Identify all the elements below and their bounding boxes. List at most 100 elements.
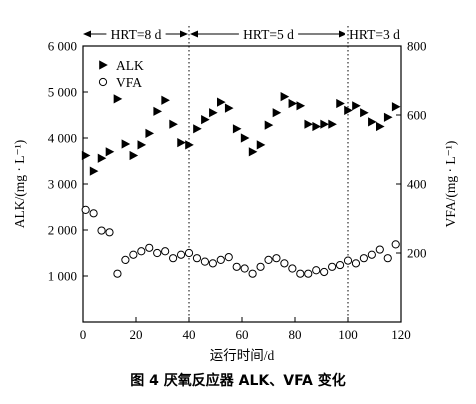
vfa-point (153, 248, 162, 258)
phase-label-bg (106, 24, 166, 42)
alk-point (145, 128, 155, 138)
alk-point (129, 150, 139, 161)
alk-point (121, 139, 131, 149)
vfa-point (304, 269, 313, 278)
phase-label: HRT=3 d (349, 27, 400, 42)
vfa-point (320, 267, 329, 277)
vfa-point (383, 254, 392, 263)
alk-point (320, 119, 329, 129)
y-left-tick-label: 3 000 (48, 177, 77, 192)
alk-point (264, 120, 274, 130)
vfa-point (343, 256, 353, 265)
legend-vfa-marker (98, 77, 108, 87)
vfa-point (240, 264, 249, 273)
vfa-point (81, 205, 90, 214)
x-tick-label: 60 (236, 327, 249, 342)
vfa-point (224, 253, 233, 262)
alk-point (224, 103, 234, 113)
x-tick-label: 0 (80, 327, 87, 342)
hrt-phase-band: HRT=8 d HRT=5 d HRT=3 d (83, 24, 405, 322)
alk-point (137, 140, 147, 150)
vfa-point (359, 254, 368, 263)
alk-point (169, 119, 178, 129)
vfa-point (184, 248, 194, 258)
alk-point (360, 108, 369, 118)
legend-vfa-label: VFA (116, 75, 142, 90)
y-left-tick-label: 4 000 (48, 131, 77, 146)
x-axis-title: 运行时间/d (210, 348, 275, 363)
y-right-axis-title: VFA/(mg · L⁻¹) (443, 141, 458, 228)
vfa-point (288, 264, 297, 273)
alk-point (376, 121, 385, 132)
vfa-point (176, 250, 186, 259)
alk-point (256, 140, 266, 150)
y-left-tick-label: 5 000 (48, 85, 77, 100)
alk-point (288, 98, 298, 109)
legend-alk-label: ALK (116, 58, 144, 73)
alk-point (368, 117, 377, 127)
vfa-point (272, 254, 281, 263)
alk-point (328, 119, 337, 129)
x-tick-label: 20 (130, 327, 143, 342)
vfa-point (391, 240, 400, 249)
vfa-point (113, 269, 122, 278)
vfa-point (192, 254, 202, 263)
x-tick-label: 40 (183, 327, 196, 342)
alk-point (105, 147, 115, 157)
y-right-tick-label: 200 (407, 246, 427, 261)
alk-point (304, 119, 314, 129)
figure-caption: 图 4 厌氧反应器 ALK、VFA 变化 (130, 373, 346, 389)
alk-point (161, 95, 170, 105)
phase-label-bg (238, 24, 299, 42)
vfa-point (351, 259, 361, 268)
vfa-point (280, 259, 289, 268)
phase-arrow-right-head (180, 30, 188, 38)
data-marks (81, 92, 401, 278)
y-left-tick-label: 2 000 (48, 223, 77, 238)
alk-point (97, 153, 107, 163)
alk-point (113, 94, 123, 104)
vfa-point (232, 262, 241, 271)
vfa-point (97, 226, 106, 235)
phase-label-bg (344, 24, 405, 42)
alk-point (193, 124, 202, 134)
vfa-point (121, 255, 130, 264)
vfa-point (296, 269, 305, 278)
x-tick-label: 120 (391, 327, 411, 342)
alk-point (153, 106, 162, 116)
x-tick-label: 100 (338, 327, 358, 342)
alk-point (177, 138, 186, 148)
alk-point (352, 101, 361, 111)
legend-alk-marker (99, 60, 108, 70)
vfa-point (169, 254, 178, 263)
alk-point (344, 105, 353, 115)
alk-point (391, 102, 401, 112)
x-tick-label: 80 (289, 327, 302, 342)
axes: 0 20 40 60 80 100 120 1 000 2 000 3 000 4 000 5 000… (12, 39, 458, 364)
y-left-tick-label: 6 000 (48, 39, 77, 54)
series-vfa (81, 205, 400, 278)
alk-point (209, 108, 218, 118)
vfa-point (312, 266, 321, 275)
alk-point (201, 115, 210, 125)
vfa-point (335, 260, 345, 270)
y-right-tick-label: 800 (407, 39, 427, 54)
phase-label: HRT=8 d (111, 27, 162, 42)
vfa-point (200, 257, 209, 266)
vfa-point (161, 247, 170, 256)
vfa-point (129, 250, 138, 259)
vfa-point (367, 250, 376, 259)
alk-point (312, 121, 321, 132)
vfa-point (105, 228, 114, 237)
alk-point (383, 112, 393, 122)
alk-point (296, 101, 306, 111)
phase-arrow-left-head (190, 30, 198, 38)
alk-point (280, 92, 290, 102)
vfa-point (256, 262, 265, 271)
alk-vfa-chart: HRT=8 d HRT=5 d HRT=3 d 0 20 40 60 80 100 120 1 0… (12, 24, 458, 364)
alk-point (81, 150, 91, 161)
alk-point (232, 124, 242, 134)
vfa-point (208, 259, 217, 268)
alk-point (185, 140, 194, 150)
phase-label: HRT=5 d (243, 27, 294, 42)
